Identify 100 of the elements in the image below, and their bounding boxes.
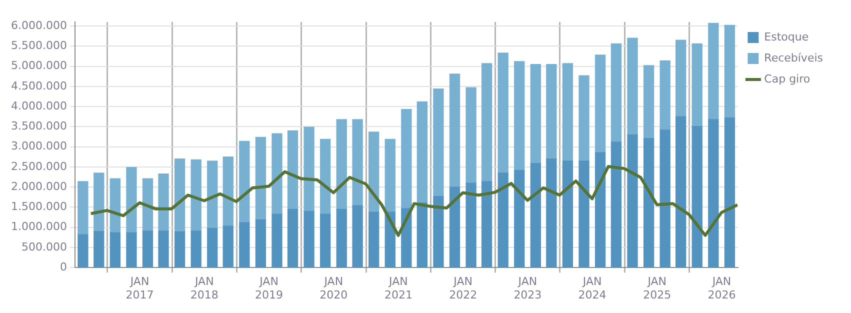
bar — [562, 160, 574, 268]
bar — [466, 182, 476, 268]
y-tick-label: 4.500.000 — [11, 79, 67, 92]
bar — [627, 38, 638, 136]
y-tick-label: 3.000.000 — [11, 140, 67, 153]
bar — [190, 159, 202, 232]
x-tick-label: JAN 2020 — [320, 275, 348, 302]
bar — [368, 132, 380, 212]
bar — [578, 75, 590, 162]
bar — [304, 210, 314, 268]
bar — [514, 170, 525, 268]
bar — [239, 222, 250, 268]
bar — [158, 173, 169, 232]
bar — [692, 126, 702, 268]
bar — [78, 181, 88, 235]
bar — [272, 133, 282, 214]
y-tick-label: 1.500.000 — [11, 200, 67, 214]
bar — [304, 126, 314, 212]
y-tick-label: 3.500.000 — [11, 120, 67, 133]
bar — [174, 231, 186, 268]
bar — [287, 208, 298, 268]
bar — [222, 226, 234, 268]
y-tick-label: 2.000.000 — [11, 180, 67, 193]
bar — [416, 202, 428, 268]
bar — [594, 54, 606, 153]
bar — [449, 74, 460, 188]
bar — [676, 40, 686, 117]
bar — [724, 24, 736, 118]
bar — [433, 88, 444, 197]
bar — [110, 178, 121, 233]
bar — [110, 232, 121, 268]
legend-label: Estoque — [764, 30, 809, 44]
bar — [207, 228, 218, 268]
bar — [643, 65, 654, 139]
bar — [94, 172, 104, 232]
bar — [466, 87, 476, 184]
legend-label: Cap giro — [764, 72, 810, 86]
bar — [433, 196, 444, 268]
bar — [627, 134, 638, 268]
y-tick-label: 5.000.000 — [11, 59, 67, 72]
bar — [126, 232, 137, 268]
x-tick-label: JAN 2026 — [708, 275, 736, 302]
bar — [692, 43, 702, 127]
bar — [190, 230, 202, 268]
y-tick-label: 0 — [60, 260, 67, 274]
x-tick-label: JAN 2023 — [514, 275, 542, 302]
bar — [481, 181, 492, 268]
bar — [142, 230, 154, 268]
bar — [498, 52, 508, 174]
bar — [126, 167, 137, 233]
bar — [368, 212, 380, 268]
x-tick-label: JAN 2022 — [449, 275, 478, 302]
x-tick-label: JAN 2021 — [384, 275, 412, 302]
bar — [222, 156, 234, 226]
bar — [336, 119, 347, 210]
bar — [255, 219, 266, 268]
x-tick-label: JAN 2019 — [255, 275, 284, 302]
bar — [255, 136, 266, 220]
bar — [546, 64, 557, 160]
legend-label: Recebíveis — [764, 51, 824, 64]
bar — [610, 142, 622, 268]
x-tick-label: JAN 2017 — [126, 275, 154, 302]
y-tick-label: 1.000.000 — [11, 220, 67, 234]
x-tick-label: JAN 2025 — [643, 275, 672, 302]
y-tick-label: 6.000.000 — [11, 18, 67, 32]
bar — [643, 138, 654, 268]
bar — [352, 205, 363, 268]
bar — [272, 214, 282, 268]
x-tick-label: JAN 2024 — [578, 275, 606, 302]
bar — [562, 63, 574, 162]
bar — [724, 117, 736, 268]
x-tick-label: JAN 2018 — [190, 275, 218, 302]
bar — [594, 152, 606, 268]
bar — [498, 172, 508, 268]
bar — [401, 109, 412, 209]
bar — [449, 186, 460, 268]
bar — [578, 160, 590, 268]
bar — [158, 230, 169, 268]
bar — [94, 231, 104, 268]
bar — [78, 234, 88, 268]
bar — [708, 22, 719, 120]
bar — [336, 208, 347, 268]
bar — [530, 64, 541, 164]
bar — [320, 214, 331, 268]
y-tick-label: 500.000 — [21, 240, 67, 254]
bar — [174, 158, 186, 232]
bar — [320, 138, 331, 214]
bar — [660, 60, 670, 130]
bar — [207, 160, 218, 228]
bar — [481, 63, 492, 182]
bar — [384, 138, 396, 212]
bar — [660, 130, 670, 268]
y-tick-label: 2.500.000 — [11, 160, 67, 173]
bar — [610, 43, 622, 142]
bar — [708, 119, 719, 268]
bar — [352, 119, 363, 206]
bar — [676, 116, 686, 268]
bar — [142, 178, 154, 232]
bar — [239, 140, 250, 223]
bar — [416, 101, 428, 204]
